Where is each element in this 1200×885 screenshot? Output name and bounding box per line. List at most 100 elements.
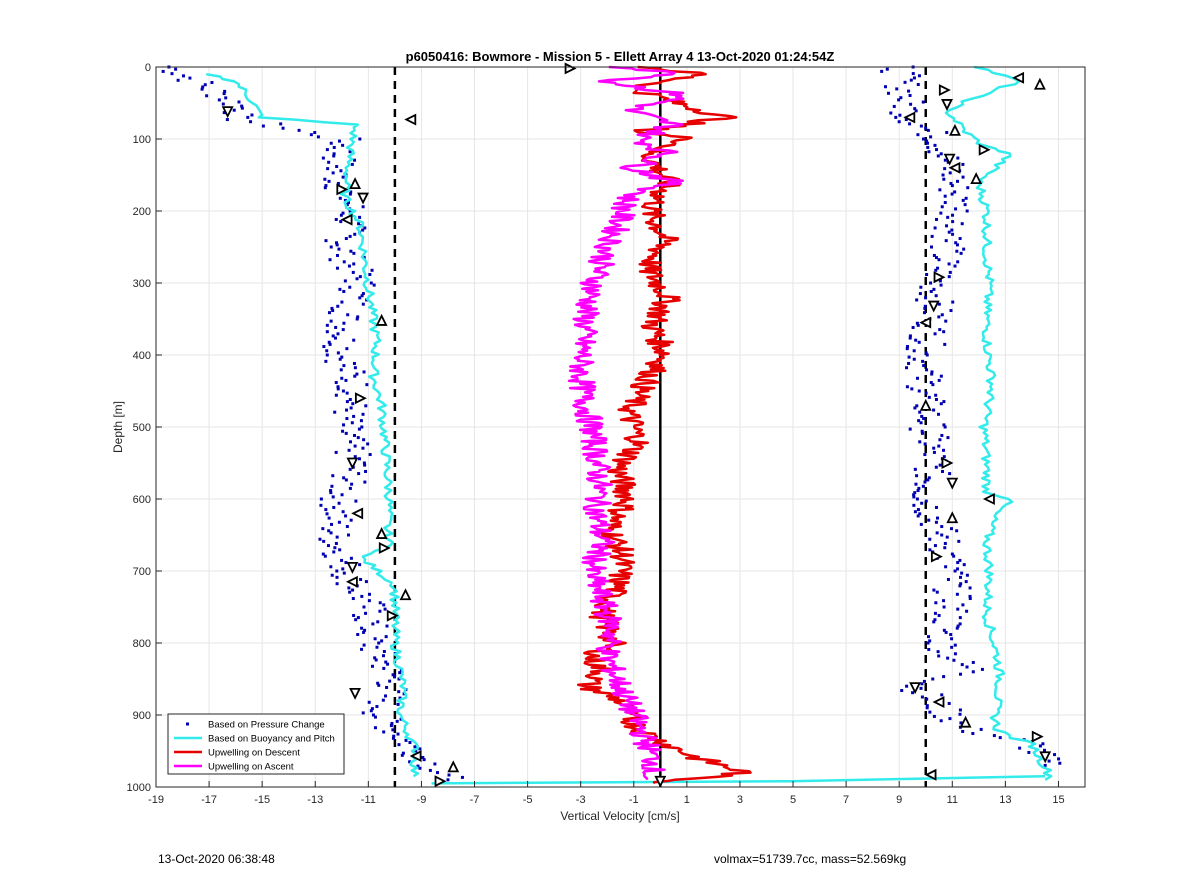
pressure-change-dot	[321, 156, 325, 160]
pressure-change-dot	[955, 626, 959, 630]
pressure-change-dot	[948, 270, 952, 274]
pressure-change-dot	[374, 658, 378, 662]
pressure-change-dot	[331, 171, 335, 175]
pressure-change-dot	[963, 203, 967, 207]
pressure-change-dot	[912, 349, 916, 353]
pressure-change-dot	[938, 188, 942, 192]
pressure-change-dot	[348, 590, 352, 594]
pressure-change-dot	[950, 552, 954, 556]
pressure-change-dot	[942, 400, 946, 404]
pressure-change-dot	[373, 656, 377, 660]
pressure-change-dot	[905, 366, 909, 370]
pressure-change-dot	[937, 315, 941, 319]
turning-point-marker	[434, 775, 447, 788]
pressure-change-dot	[917, 419, 921, 423]
turning-point-marker	[346, 561, 359, 574]
pressure-change-dot	[911, 72, 915, 76]
turning-point-markers	[221, 62, 1052, 788]
axis-ticks: -19 -17 -15 -13 -11 -9 -7 -5 -3 -1 1 3 5 7 9 11 13 150100…	[127, 62, 1065, 806]
pressure-change-dot	[926, 478, 930, 482]
pressure-change-dot	[926, 128, 930, 132]
pressure-change-dot	[907, 361, 911, 365]
pressure-change-dot	[949, 633, 953, 637]
pressure-change-dot	[384, 635, 388, 639]
pressure-change-dot	[421, 755, 425, 759]
pressure-change-dot	[958, 584, 962, 588]
pressure-change-dot	[920, 682, 924, 686]
pressure-change-dot	[919, 421, 923, 425]
pressure-change-dot	[329, 491, 333, 495]
pressure-change-dot	[355, 277, 359, 281]
pressure-change-dot	[959, 672, 963, 676]
pressure-change-dot	[333, 546, 337, 550]
pressure-change-dot	[250, 113, 254, 117]
pressure-change-dot	[351, 597, 355, 601]
pressure-change-dot	[930, 370, 934, 374]
pressure-change-dot	[892, 104, 896, 108]
y-tick-label: 500	[133, 422, 151, 434]
upwelling-on-ascent-line	[567, 65, 685, 780]
pressure-change-dot	[222, 111, 226, 115]
pressure-change-dot	[435, 771, 439, 775]
pressure-change-dot	[1043, 748, 1047, 752]
pressure-change-dot	[361, 446, 365, 450]
pressure-change-dot	[327, 179, 331, 183]
pressure-change-dot	[349, 556, 353, 560]
pressure-change-dot	[339, 213, 343, 217]
x-tick-label: 13	[999, 794, 1011, 806]
y-tick-label: 900	[133, 710, 151, 722]
pressure-change-dot	[923, 453, 927, 457]
pressure-change-dot	[915, 474, 919, 478]
pressure-change-dot	[321, 527, 325, 531]
x-tick-label: -1	[629, 794, 639, 806]
pressure-change-dot	[951, 232, 955, 236]
pressure-change-dot	[367, 592, 371, 596]
pressure-change-dot	[351, 270, 355, 274]
pressure-change-dot	[382, 730, 386, 734]
pressure-change-dot	[342, 289, 346, 293]
pressure-change-dot	[345, 417, 349, 421]
pressure-change-dot	[334, 217, 338, 221]
pressure-change-dot	[369, 709, 373, 713]
pressure-change-dot	[924, 351, 928, 355]
pressure-change-dot	[961, 162, 965, 166]
pressure-change-dot	[397, 690, 401, 694]
pressure-change-dot	[362, 605, 366, 609]
footer-stats: volmax=51739.7cc, mass=52.569kg	[714, 852, 907, 866]
pressure-change-dot	[369, 281, 373, 285]
x-tick-label: 1	[684, 794, 690, 806]
pressure-change-dot	[325, 323, 329, 327]
pressure-change-dot	[398, 696, 402, 700]
x-tick-label: -17	[201, 794, 217, 806]
pressure-change-dot	[341, 389, 345, 393]
pressure-change-dot	[886, 91, 890, 95]
pressure-change-dot	[907, 89, 911, 93]
pressure-change-dot	[959, 582, 963, 586]
pressure-change-dot	[181, 74, 185, 78]
pressure-change-dot	[925, 368, 929, 372]
pressure-change-dot	[968, 586, 972, 590]
pressure-change-dot	[924, 391, 928, 395]
pressure-change-dot	[360, 425, 364, 429]
turning-point-marker	[404, 113, 417, 126]
pressure-change-dot	[323, 554, 327, 558]
pressure-change-dot	[931, 383, 935, 387]
pressure-change-dot	[928, 548, 932, 552]
pressure-change-dot	[325, 512, 329, 516]
pressure-change-dot	[414, 749, 418, 753]
pressure-change-dot	[361, 302, 365, 306]
pressure-change-dot	[928, 710, 932, 714]
pressure-change-dot	[915, 321, 919, 325]
pressure-change-dot	[949, 309, 953, 313]
pressure-change-dot	[358, 215, 362, 219]
pressure-change-dot	[372, 283, 376, 287]
pressure-change-dot	[357, 457, 361, 461]
legend-swatch-dot	[186, 722, 189, 726]
turning-point-marker	[982, 493, 995, 505]
pressure-change-dot	[910, 387, 914, 391]
pressure-change-dot	[905, 385, 909, 389]
pressure-change-dot	[332, 550, 336, 554]
turning-point-marker	[909, 682, 922, 695]
pressure-change-dot	[352, 361, 356, 365]
